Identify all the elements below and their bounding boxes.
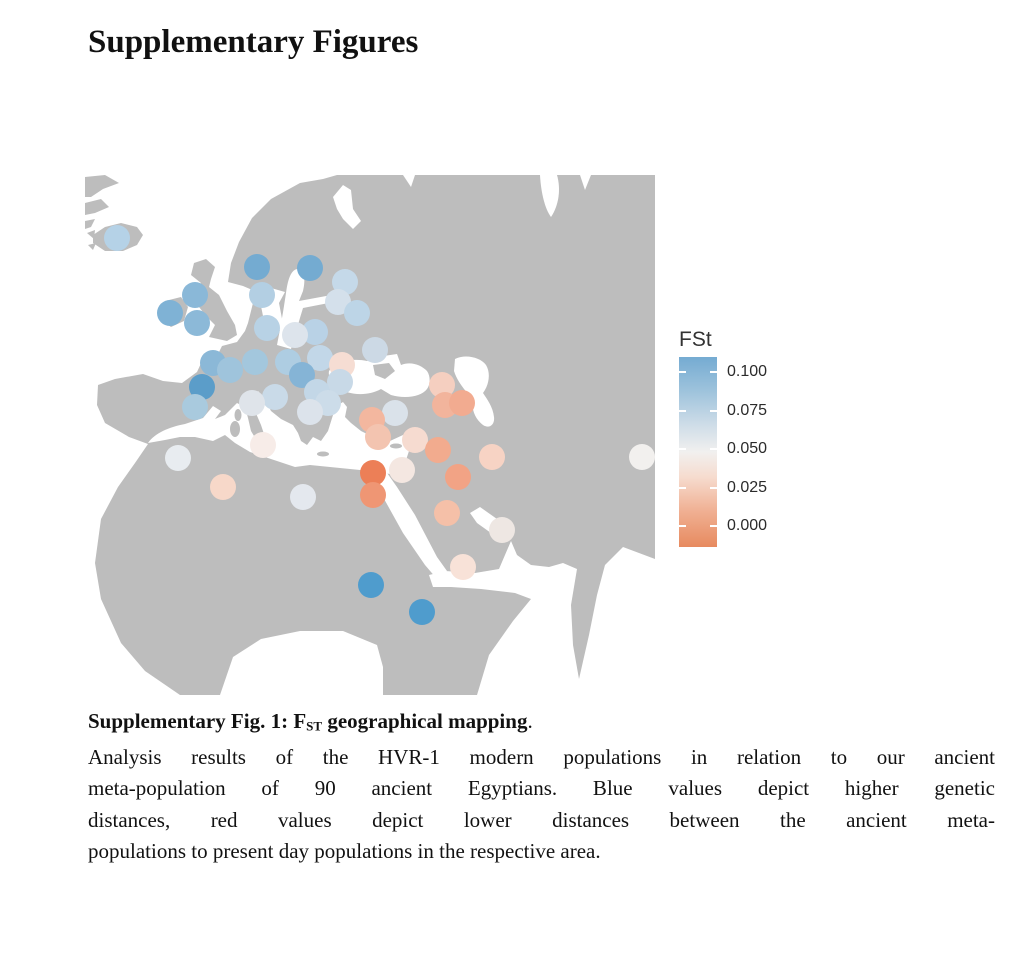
colorbar-tick [679,486,686,489]
fst-point [445,464,471,490]
fst-point [239,390,265,416]
fst-map-figure [85,175,655,695]
colorbar-tick-label: 0.075 [727,401,768,419]
caption-line: populations to present day populations i… [88,839,601,864]
fst-point [434,500,460,526]
colorbar-tick [679,525,686,527]
fst-point [297,255,323,281]
fst-point [449,390,475,416]
colorbar-tick [710,486,717,489]
seas [148,175,655,695]
fst-point [425,437,451,463]
colorbar-tick [710,448,717,450]
fst-point [429,372,455,398]
fst-point [389,457,415,483]
caption-line: meta-population of 90 ancient Egyptians.… [88,776,995,801]
colorbar-tick-label: 0.050 [727,440,768,457]
fst-point [104,225,130,251]
fst-point [282,322,308,348]
fst-point [402,427,428,453]
fst-point [262,384,288,410]
fst-point [297,399,323,425]
fst-point [307,345,333,371]
colorbar-tick [679,409,686,412]
fst-point [360,460,386,486]
caption-body: Analysis results of the HVR-1 modern pop… [88,742,995,868]
colorbar-tick [710,525,717,527]
caption-heading-text: Supplementary Fig. 1: F [88,709,307,733]
fst-point [182,394,208,420]
colorbar-tick [679,448,686,450]
caption-line: Analysis results of the HVR-1 modern pop… [88,744,995,769]
fst-point [217,357,243,383]
fst-point [409,599,435,625]
fst-point [362,337,388,363]
fst-data-points [104,225,655,625]
colorbar-tick-label: 0.025 [727,478,768,496]
colorbar-legend: FSt 0.100 0.075 0.050 0.025 0.000 [676,328,786,558]
colorbar-tick-label: 0.100 [727,363,768,380]
colorbar-gradient [679,357,717,547]
caption-heading: Supplementary Fig. 1: FST geographical m… [88,706,995,742]
caption-heading-subscript: ST [306,718,323,734]
figure-caption: Supplementary Fig. 1: FST geographical m… [88,706,995,868]
fst-point [244,254,270,280]
fst-point [365,424,391,450]
map-svg [85,175,655,695]
caption-heading-suffix: geographical mapping [322,709,528,733]
colorbar-tick [679,371,686,373]
caption-heading-period: . [527,709,533,733]
fst-point [489,517,515,543]
caption-line: distances, red values depict lower dista… [88,807,995,832]
colorbar-tick [710,371,717,373]
fst-point [184,310,210,336]
fst-point [182,282,208,308]
fst-point [327,369,353,395]
fst-point [289,362,315,388]
fst-point [360,482,386,508]
fst-point [382,400,408,426]
fst-point [629,444,655,470]
fst-point [302,319,328,345]
fst-point [479,444,505,470]
fst-point [157,300,183,326]
fst-point [358,572,384,598]
fst-point [290,484,316,510]
fst-point [250,432,276,458]
legend-title: FSt [679,328,712,351]
fst-point [325,289,351,315]
fst-point [249,282,275,308]
page-title: Supplementary Figures [88,24,419,60]
fst-point [450,554,476,580]
fst-point [210,474,236,500]
fst-point [165,445,191,471]
fst-point [254,315,280,341]
fst-point [242,349,268,375]
colorbar-tick [710,409,717,412]
colorbar-tick-label: 0.000 [727,517,768,534]
fst-point [189,374,215,400]
fst-point [332,269,358,295]
fst-point [344,300,370,326]
